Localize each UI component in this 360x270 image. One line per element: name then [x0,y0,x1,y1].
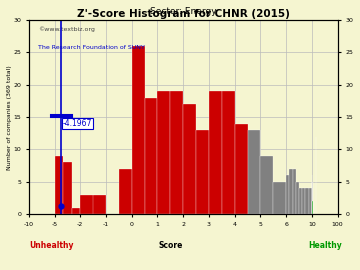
Bar [93,195,106,214]
Text: Unhealthy: Unhealthy [30,241,74,250]
Bar [299,188,302,214]
Bar [273,182,286,214]
Bar [293,169,296,214]
Bar [209,91,222,214]
Text: ©www.textbiz.org: ©www.textbiz.org [38,26,95,32]
Bar [145,98,157,214]
Bar [80,195,106,214]
Bar [305,188,309,214]
Text: Sector: Energy: Sector: Energy [150,7,216,16]
Bar [289,169,293,214]
Bar [260,156,273,214]
Text: -4.1967: -4.1967 [63,119,92,128]
Bar [235,124,248,214]
Bar [157,91,170,214]
Bar [63,162,72,214]
Bar [302,188,305,214]
Bar [296,182,299,214]
Bar [286,175,289,214]
Bar [55,156,63,214]
Bar [309,188,312,214]
Text: Score: Score [158,241,183,250]
Bar [132,46,145,214]
Title: Z'-Score Histogram for CHNR (2015): Z'-Score Histogram for CHNR (2015) [77,9,290,19]
Text: The Research Foundation of SUNY: The Research Foundation of SUNY [38,45,145,50]
Y-axis label: Number of companies (369 total): Number of companies (369 total) [7,65,12,170]
Bar [170,91,183,214]
Bar [72,208,80,214]
Bar [196,130,209,214]
Bar [248,130,260,214]
Bar [119,169,132,214]
Text: Healthy: Healthy [308,241,342,250]
Bar [222,91,235,214]
Bar [183,104,196,214]
